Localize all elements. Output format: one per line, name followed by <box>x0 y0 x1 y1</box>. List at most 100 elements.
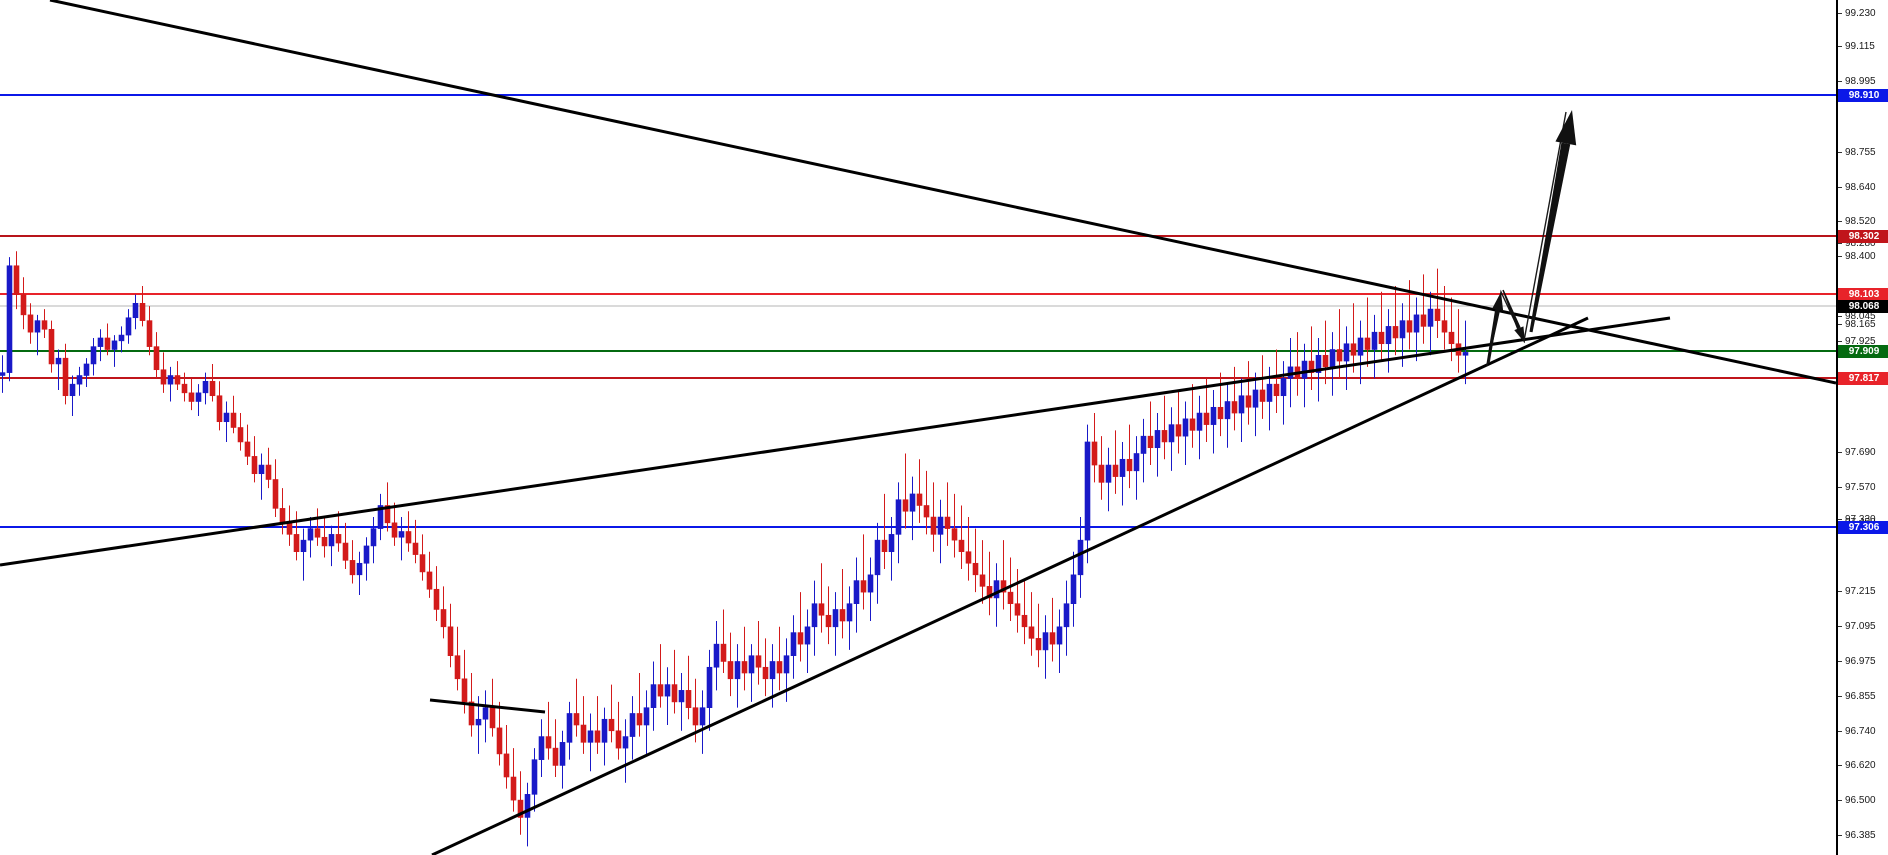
candle-body <box>643 707 650 726</box>
candle-body <box>454 655 461 680</box>
candlestick <box>90 337 97 376</box>
candle-body <box>1252 389 1259 408</box>
projection-annotations-layer[interactable] <box>1486 110 1577 367</box>
candle-body <box>419 554 426 573</box>
candle-body <box>993 580 1000 599</box>
candlestick <box>629 696 636 760</box>
price-tick: 96.620 <box>1838 760 1876 772</box>
candle-body <box>104 337 111 350</box>
candlestick <box>1343 326 1350 390</box>
candle-body <box>629 713 636 737</box>
candlestick <box>174 361 181 390</box>
candle-body <box>1168 424 1175 443</box>
candlestick <box>993 563 1000 627</box>
price-label-resistance-red[interactable]: 98.103 <box>1838 288 1888 301</box>
projection-arrow-down-small[interactable] <box>1502 289 1525 343</box>
candlestick <box>1175 389 1182 454</box>
candle-body <box>237 427 244 443</box>
candlestick <box>678 673 685 731</box>
price-tick: 98.640 <box>1838 182 1876 194</box>
candlestick <box>1189 384 1196 448</box>
candlestick <box>720 609 727 674</box>
candlestick <box>139 285 146 327</box>
candle-body <box>1427 308 1434 327</box>
candle-body <box>818 603 825 616</box>
candle-body <box>811 603 818 628</box>
candle-body <box>650 684 657 708</box>
trendline-ascending-support-minor[interactable] <box>431 316 1589 855</box>
trendline-descending-support-lower[interactable] <box>429 698 546 714</box>
price-projection-path[interactable] <box>1488 111 1567 364</box>
candle-body <box>664 684 671 697</box>
candlestick <box>1154 413 1161 477</box>
candle-body <box>482 707 489 720</box>
candle-body <box>874 539 881 576</box>
candlestick <box>1210 389 1217 454</box>
trendlines-layer[interactable] <box>0 0 1836 855</box>
price-label-support-red[interactable]: 97.817 <box>1838 372 1888 385</box>
candlestick <box>895 482 902 564</box>
candle-body <box>209 380 216 397</box>
projection-arrow-up-small[interactable] <box>1486 292 1504 367</box>
candlestick <box>1126 424 1133 489</box>
candlestick <box>426 551 433 598</box>
candle-body <box>363 545 370 564</box>
price-chart-plot-area[interactable] <box>0 0 1836 855</box>
candlestick <box>104 323 111 356</box>
candlestick <box>916 459 923 523</box>
projection-arrow-up-large[interactable] <box>1529 110 1577 333</box>
candle-body <box>888 534 895 553</box>
candle-body <box>356 562 363 576</box>
candlestick <box>608 684 615 743</box>
price-label-resistance-dark-red[interactable]: 98.302 <box>1838 230 1888 243</box>
candlestick <box>349 540 356 584</box>
price-label-resistance-upper-blue[interactable]: 98.910 <box>1838 89 1888 102</box>
trendline-ascending-support-major[interactable] <box>0 316 1671 567</box>
candle-body <box>132 302 139 319</box>
candlestick <box>34 314 41 356</box>
candlestick <box>972 528 979 593</box>
candle-body <box>846 603 853 622</box>
candle-body <box>342 542 349 561</box>
price-tick: 97.925 <box>1838 336 1876 348</box>
candle-body <box>405 531 412 544</box>
candlestick <box>965 517 972 581</box>
candle-body <box>1385 326 1392 345</box>
candlestick <box>1000 540 1007 610</box>
candlestick <box>1385 309 1392 373</box>
candlestick <box>293 511 300 561</box>
candlestick <box>314 508 321 546</box>
candlestick <box>790 615 797 679</box>
candle-body <box>979 574 986 587</box>
candle-body <box>286 522 293 535</box>
candle-body <box>1371 331 1378 350</box>
candlestick <box>76 366 83 396</box>
candle-body <box>755 655 762 668</box>
candle-body <box>881 539 888 553</box>
candle-body <box>965 551 972 564</box>
candlestick <box>797 592 804 662</box>
arrow-head <box>1555 110 1577 146</box>
candlestick <box>951 493 958 558</box>
candle-body <box>300 539 307 553</box>
price-axis[interactable]: 99.23099.11598.99598.87598.75598.64098.5… <box>1836 0 1888 855</box>
trendline-descending-resistance-major[interactable] <box>49 0 1836 385</box>
candlestick <box>482 690 489 743</box>
candlestick <box>377 493 384 541</box>
candle-body <box>1049 632 1056 645</box>
candlestick <box>636 673 643 737</box>
candle-body <box>377 505 384 529</box>
candlestick <box>1301 343 1308 408</box>
price-label-support-lower-blue[interactable]: 97.306 <box>1838 521 1888 534</box>
candle-body <box>69 383 76 397</box>
price-label-current-price[interactable]: 98.068 <box>1838 300 1888 313</box>
candlestick <box>398 517 405 561</box>
candle-body <box>489 707 496 729</box>
candlestick <box>909 476 916 541</box>
candlestick <box>664 667 671 726</box>
candle-body <box>468 701 475 726</box>
candlestick <box>1070 551 1077 627</box>
price-tick: 96.740 <box>1838 726 1876 738</box>
price-label-pivot-green[interactable]: 97.909 <box>1838 345 1888 358</box>
candlestick <box>363 537 370 581</box>
